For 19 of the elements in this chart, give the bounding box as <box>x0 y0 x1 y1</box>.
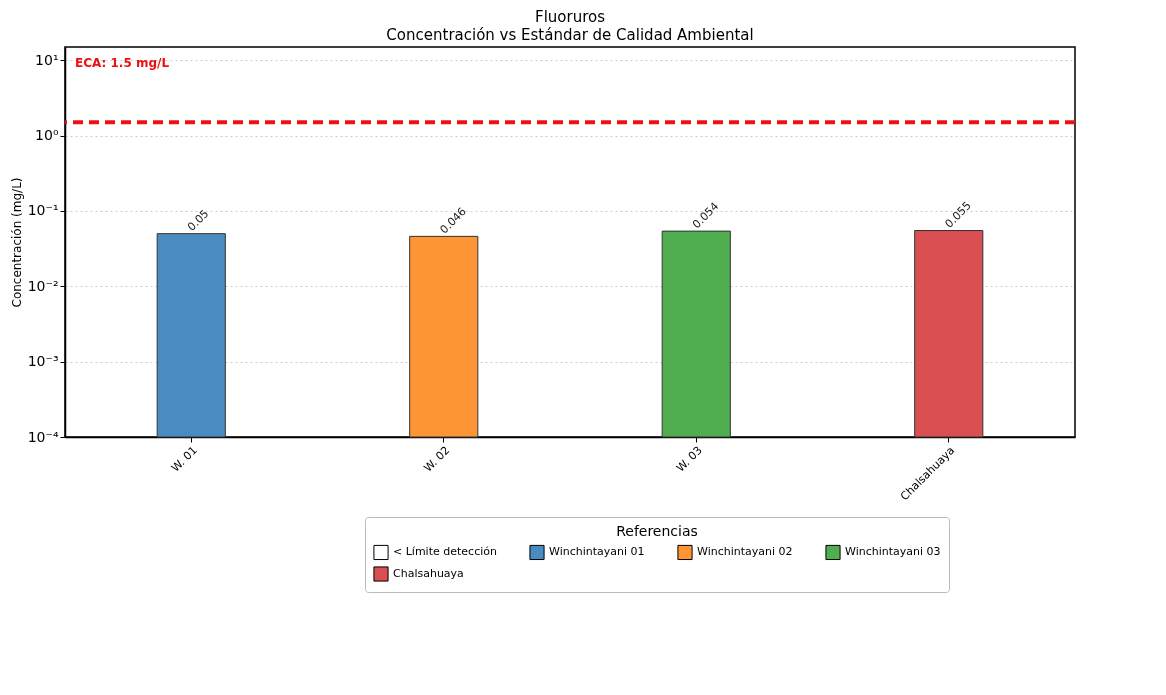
y-tick-label: 10⁻⁴ <box>27 428 59 445</box>
y-tick-label: 10⁻¹ <box>27 202 59 219</box>
legend-label: Winchintayani 02 <box>697 545 793 559</box>
x-tick-label: W. 03 <box>673 443 705 475</box>
ref-line-label: ECA: 1.5 mg/L <box>75 56 170 70</box>
legend-label: Winchintayani 01 <box>549 545 645 559</box>
legend-label: Winchintayani 03 <box>845 545 941 559</box>
legend-label: < Límite detección <box>393 545 497 559</box>
x-tick-label: W. 01 <box>168 443 200 475</box>
x-tick-label: W. 02 <box>421 443 453 475</box>
y-tick-label: 10⁰ <box>35 127 59 144</box>
y-axis-title: Concentración (mg/L) <box>9 177 24 308</box>
legend-label: Chalsahuaya <box>393 567 464 580</box>
y-tick-label: 10⁻³ <box>27 353 59 370</box>
y-tick-label: 10⁻² <box>27 277 59 294</box>
legend-title: Referencias <box>616 523 698 539</box>
chart-subtitle: Concentración vs Estándar de Calidad Ambiental <box>386 26 754 44</box>
y-tick-label: 10¹ <box>35 51 59 68</box>
chart-title: Fluoruros <box>535 8 606 26</box>
